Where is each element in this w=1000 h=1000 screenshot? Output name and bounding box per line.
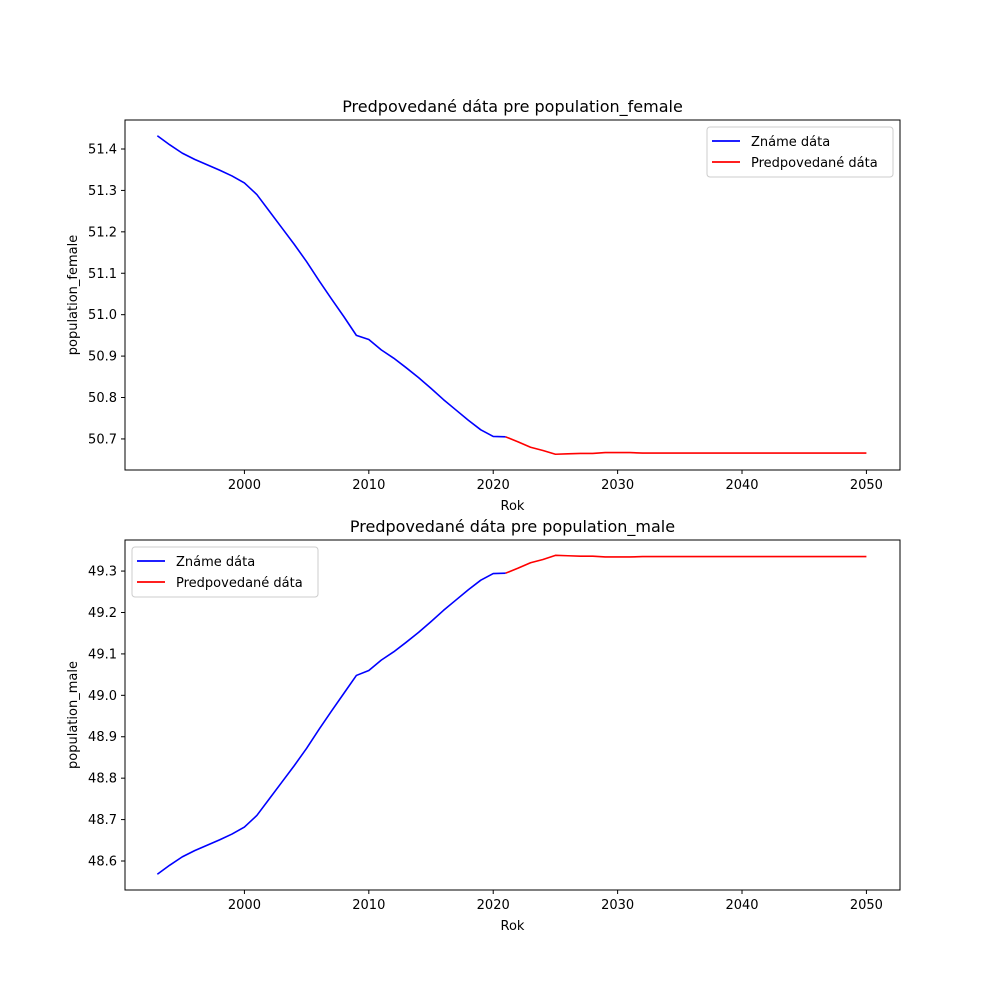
- series-line-known: [156, 572, 506, 875]
- y-tick-label: 50.7: [88, 432, 117, 447]
- legend-label: Známe dáta: [176, 555, 255, 570]
- x-tick-label: 2000: [228, 478, 261, 493]
- chart-title: Predpovedané dáta pre population_female: [342, 97, 683, 117]
- legend-label: Známe dáta: [751, 135, 830, 150]
- x-tick-label: 2020: [477, 898, 510, 913]
- x-tick-label: 2050: [850, 898, 883, 913]
- y-tick-label: 51.1: [88, 267, 117, 282]
- y-axis-label: population_female: [66, 235, 81, 356]
- y-tick-label: 51.2: [88, 225, 117, 240]
- x-tick-label: 2030: [601, 898, 634, 913]
- x-tick-label: 2040: [725, 898, 758, 913]
- y-tick-label: 51.3: [88, 184, 117, 199]
- series-layer: [156, 554, 867, 875]
- chart-title: Predpovedané dáta pre population_male: [350, 517, 675, 537]
- legend-box: [131, 546, 319, 598]
- x-tick-label: 2010: [352, 898, 385, 913]
- axis-ticks: 2000 2010 2020 2030 2040 2050 50.7 50.8 50.9 51.0…: [88, 142, 883, 493]
- series-line-predicted: [505, 436, 867, 456]
- y-tick-label: 49.0: [88, 689, 117, 704]
- x-axis-label: Rok: [501, 919, 525, 934]
- legend: Známe dáta Predpovedané dáta: [131, 546, 319, 598]
- series-line-predicted: [505, 554, 867, 574]
- y-axis-label: population_male: [66, 661, 81, 769]
- y-tick-label: 48.9: [88, 730, 117, 745]
- legend-box: [706, 126, 894, 178]
- axes-frame: [124, 119, 901, 471]
- legend-label: Predpovedané dáta: [176, 576, 303, 591]
- y-tick-label: 48.8: [88, 772, 117, 787]
- y-tick-label: 50.9: [88, 350, 117, 365]
- x-axis-label: Rok: [501, 499, 525, 514]
- y-tick-label: 48.6: [88, 855, 117, 870]
- female-population-chart: Predpovedané dáta pre population_female …: [66, 97, 901, 514]
- y-tick-label: 49.2: [88, 606, 117, 621]
- axis-ticks: 2000 2010 2020 2030 2040 2050 48.6 48.7 48.8 48.9…: [88, 565, 883, 913]
- x-tick-label: 2010: [352, 478, 385, 493]
- y-tick-label: 50.8: [88, 391, 117, 406]
- axes-frame: [124, 539, 901, 891]
- series-layer: [156, 135, 867, 456]
- y-tick-label: 51.4: [88, 142, 117, 157]
- y-tick-label: 49.1: [88, 647, 117, 662]
- x-tick-label: 2030: [601, 478, 634, 493]
- y-tick-label: 49.3: [88, 565, 117, 580]
- x-tick-label: 2050: [850, 478, 883, 493]
- series-line-known: [156, 135, 506, 438]
- legend: Známe dáta Predpovedané dáta: [706, 126, 894, 178]
- x-tick-label: 2040: [725, 478, 758, 493]
- legend-label: Predpovedané dáta: [751, 156, 878, 171]
- x-tick-label: 2020: [477, 478, 510, 493]
- y-tick-label: 48.7: [88, 813, 117, 828]
- male-population-chart: Predpovedané dáta pre population_male Ro…: [66, 517, 901, 934]
- x-tick-label: 2000: [228, 898, 261, 913]
- y-tick-label: 51.0: [88, 308, 117, 323]
